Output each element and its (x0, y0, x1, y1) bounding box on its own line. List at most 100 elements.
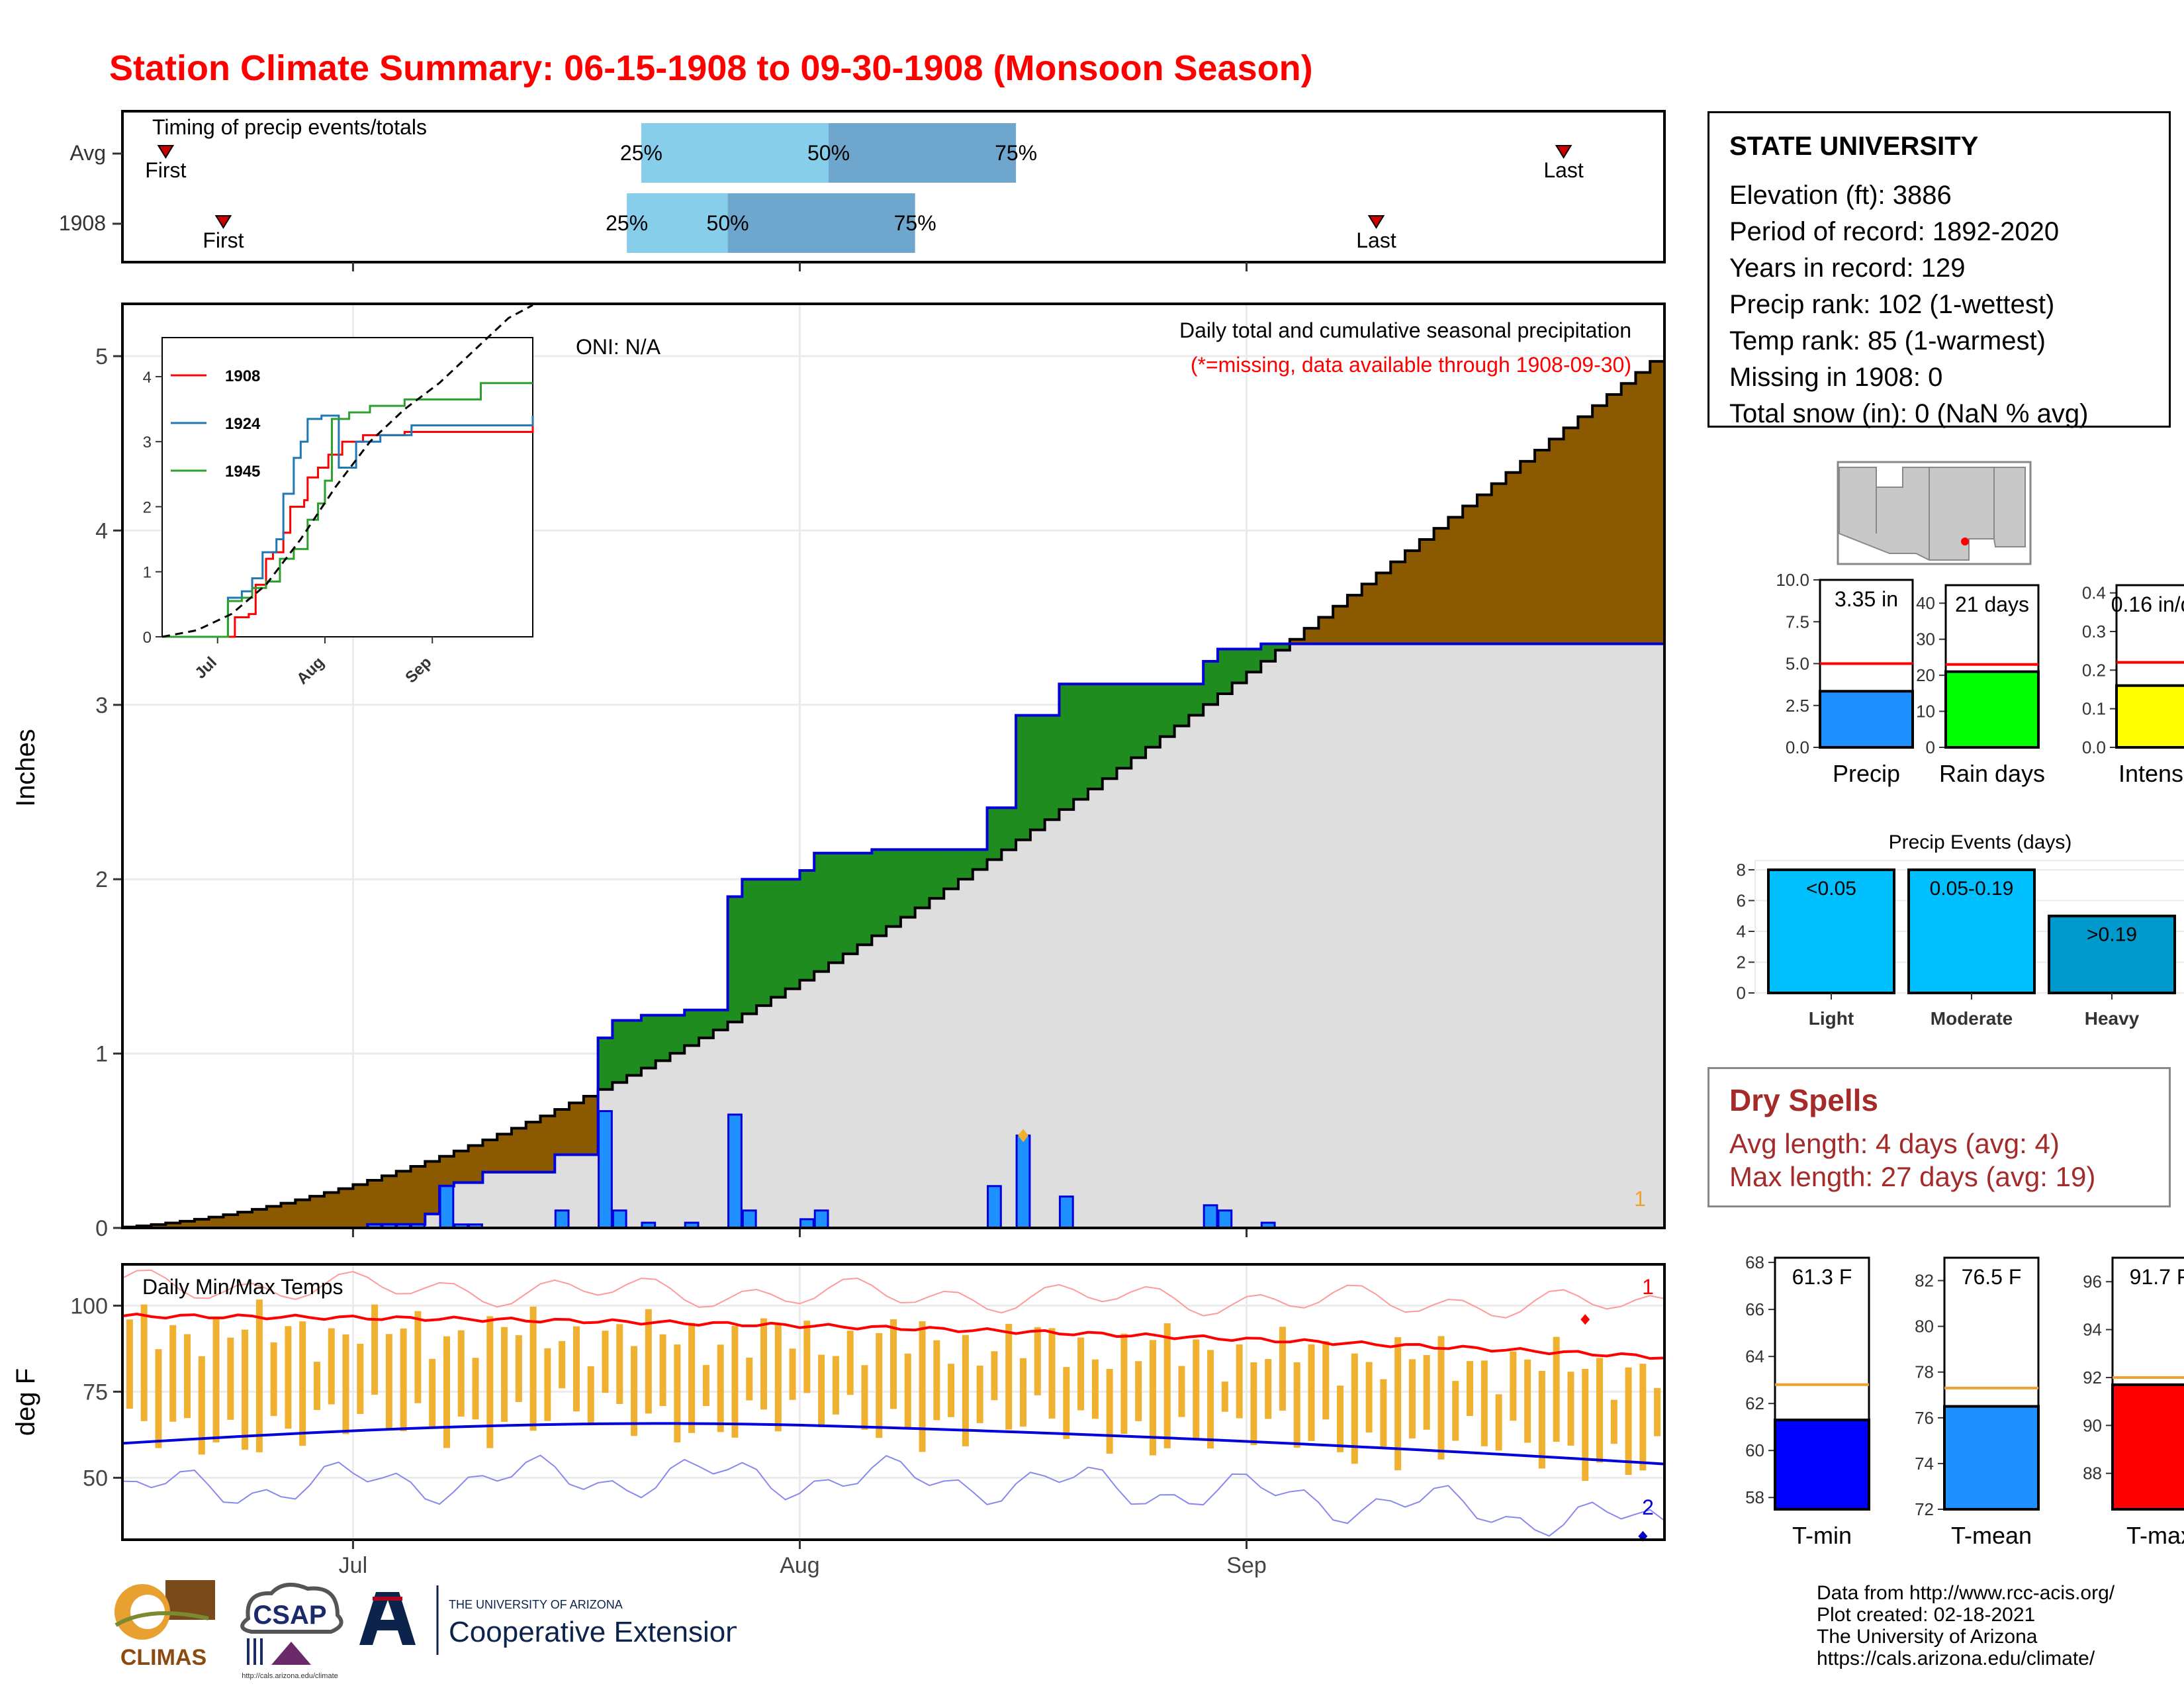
timing-bar-q50-q75 (727, 193, 915, 253)
temps-xtick-label: Jul (339, 1553, 367, 1578)
observed-area (1232, 682, 1248, 1228)
daily-temp-bar (429, 1358, 436, 1428)
precip-summary-2-ytick-label: 0.1 (2082, 699, 2106, 719)
events-bin-label: >0.19 (2087, 924, 2137, 946)
daily-temp-bar (1034, 1327, 1041, 1395)
precip-summary-0-bar (1819, 690, 1914, 749)
daily-temp-bar (1625, 1367, 1632, 1476)
daily-precip-bar (439, 1185, 455, 1229)
surplus-area (742, 879, 757, 1014)
observed-area (699, 1037, 714, 1228)
surplus-area (886, 849, 901, 927)
station-missing: Missing in 1908: 0 (1729, 363, 1943, 392)
daily-temp-bar (1351, 1353, 1358, 1464)
inset-ytick-label: 0 (143, 629, 152, 647)
temps-xtick-label: Sep (1226, 1553, 1267, 1578)
daily-precip-bar (1015, 1134, 1031, 1229)
temps-xtick-label: Aug (780, 1553, 820, 1578)
surplus-area (598, 1037, 613, 1090)
events-category-label: Heavy (2085, 1008, 2140, 1029)
temp-summary-0-ytick-label: 62 (1745, 1393, 1764, 1413)
precip-frame (121, 303, 1666, 1229)
daily-temp-bar (1293, 1362, 1300, 1448)
daily-temp-bar (155, 1349, 162, 1448)
precip-summary-0-ytick-label: 0.0 (1786, 737, 1809, 757)
daily-temp-bar (443, 1336, 450, 1448)
temps-extreme-lo: 2 (1642, 1495, 1654, 1519)
precip-summary-1-ytick-label: 0 (1926, 737, 1935, 757)
footer-line: The University of Arizona (1817, 1626, 2038, 1648)
daily-temp-bar (242, 1329, 249, 1450)
surplus-area (1232, 649, 1248, 683)
events-ytick-label: 0 (1737, 983, 1746, 1003)
observed-area (1203, 704, 1218, 1228)
deficit-area (1419, 539, 1435, 644)
observed-area (886, 926, 901, 1228)
observed-area (1189, 715, 1204, 1228)
daily-temp-bar (702, 1365, 709, 1406)
daily-temp-bar (1437, 1336, 1445, 1460)
daily-temp-bar (659, 1334, 666, 1407)
daily-temp-bar (602, 1331, 609, 1393)
observed-area (670, 1053, 685, 1228)
deficit-area (583, 1096, 599, 1155)
observed-area (1448, 643, 1463, 1228)
surplus-area (972, 849, 988, 870)
deficit-area (367, 1180, 383, 1225)
ua-extension-logo: THE UNIVERSITY OF ARIZONA Cooperative Ex… (359, 1585, 737, 1655)
observed-area (1174, 726, 1189, 1228)
precip-ytick-label: 5 (95, 344, 108, 369)
deficit-area (497, 1134, 512, 1172)
observed-area (627, 1075, 642, 1228)
precip-panel: 0 1 2 3 4 5 Inches ONI: N/A Daily total and c… (11, 303, 1666, 1241)
temp-summary-0-value-label: 61.3 F (1792, 1265, 1852, 1289)
deficit-area (1333, 606, 1348, 644)
precip-summary-0-category-label: Precip (1833, 760, 1900, 787)
deficit-area (511, 1128, 527, 1172)
temp-summary-1-ytick-label: 80 (1915, 1317, 1934, 1336)
timing-row-1908: 1908 (59, 211, 106, 235)
observed-area (799, 980, 815, 1228)
observed-area (1376, 643, 1391, 1228)
precip-summary-2-value-label: 0.16 in/day (2111, 592, 2184, 616)
surplus-area (1059, 684, 1074, 810)
deficit-area (1563, 428, 1578, 644)
oni-label: ONI: N/A (576, 335, 661, 359)
surplus-area (1131, 684, 1146, 758)
daily-temp-bar (1654, 1387, 1661, 1436)
precip-ytick-label: 1 (95, 1042, 108, 1067)
temps-ytick-label: 75 (83, 1380, 108, 1405)
temp-summary-1-value-label: 76.5 F (1962, 1265, 2022, 1289)
footer-credits: Data from http://www.rcc-acis.org/ Plot … (1817, 1582, 2115, 1669)
observed-area (1433, 643, 1449, 1228)
observed-area (713, 1029, 729, 1228)
observed-area (987, 859, 1002, 1228)
precip-summary-2-ytick-label: 0.0 (2082, 737, 2106, 757)
observed-area (612, 1082, 627, 1228)
daily-temp-bar (1250, 1362, 1257, 1446)
inset-series-line (162, 414, 534, 638)
surplus-area (1073, 684, 1089, 800)
precip-summary-0-ytick-label: 2.5 (1786, 696, 1809, 716)
station-precip-rank: Precip rank: 102 (1-wettest) (1729, 290, 2055, 319)
timing-label-q75: 75% (894, 211, 936, 235)
page-title: Station Climate Summary: 06-15-1908 to 0… (109, 48, 1313, 88)
precip-summary-0-value-label: 3.35 in (1835, 587, 1898, 611)
deficit-area (468, 1145, 483, 1183)
temp-summary-0-bar (1774, 1419, 1870, 1511)
daily-temp-bar (1106, 1369, 1113, 1454)
precip-ylabel: Inches (11, 729, 40, 807)
observed-area (1578, 643, 1593, 1228)
observed-area (1030, 829, 1046, 1228)
daily-temp-bar (818, 1354, 825, 1428)
observed-area (972, 869, 988, 1228)
daily-temp-bar (1553, 1336, 1560, 1442)
observed-area (1463, 643, 1478, 1228)
precip-ytick-label: 4 (95, 518, 108, 543)
observed-area (857, 945, 872, 1228)
deficit-area (1405, 550, 1420, 644)
daily-temp-bar (457, 1330, 465, 1417)
daily-temp-bar (472, 1358, 479, 1420)
observed-area (1217, 694, 1233, 1228)
events-ytick-label: 8 (1737, 860, 1746, 880)
